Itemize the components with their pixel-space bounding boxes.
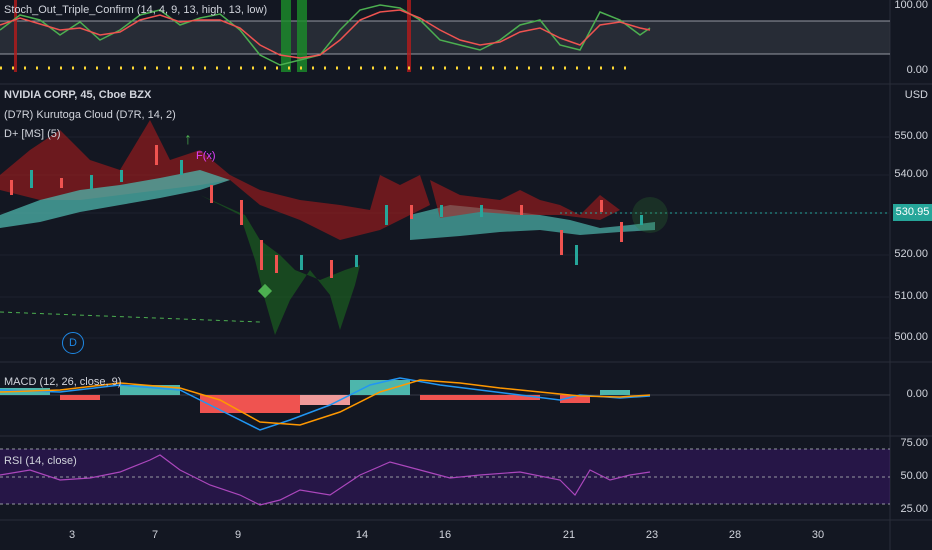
- stoch-band: [0, 21, 890, 54]
- cloud-up-right: [410, 205, 655, 240]
- cloud-green-dip: [200, 195, 360, 335]
- stoch-axis-top: 100.00: [894, 0, 928, 11]
- stoch-signal-bar: [14, 0, 17, 72]
- stoch-d-line: [0, 9, 651, 59]
- price-axis-500: 500.00: [894, 331, 928, 343]
- stoch-axis-bottom: 0.00: [906, 64, 928, 76]
- cloud-up-band: [0, 170, 230, 228]
- indicator-dplus[interactable]: D+ [MS] (5): [4, 128, 61, 140]
- date-label: 3: [68, 529, 76, 541]
- date-label: 21: [562, 529, 576, 541]
- highlight-circle: [632, 197, 668, 233]
- trend-line[interactable]: [0, 311, 261, 323]
- macd-line: [0, 377, 651, 431]
- macd-signal-line: [0, 379, 651, 426]
- stoch-signal-bar: [297, 0, 307, 72]
- stoch-label: Stoch_Out_Triple_Confirm (14, 4, 9, 13, …: [4, 4, 268, 16]
- macd-axis-zero: 0.00: [906, 388, 928, 400]
- d-marker[interactable]: D: [62, 332, 84, 354]
- macd-label: MACD (12, 26, close, 9): [4, 376, 122, 388]
- rsi-label: RSI (14, close): [4, 455, 77, 467]
- rsi-axis-75: 75.00: [900, 437, 928, 449]
- currency-label: USD: [904, 89, 928, 101]
- rsi-axis-50: 50.00: [900, 470, 928, 482]
- rsi-line: [0, 454, 651, 506]
- date-label: 9: [234, 529, 242, 541]
- date-label: 14: [355, 529, 369, 541]
- last-price-tag: 530.95: [893, 204, 932, 221]
- price-axis-550: 550.00: [894, 130, 928, 142]
- date-label: 7: [151, 529, 159, 541]
- date-label: 28: [728, 529, 742, 541]
- stoch-signal-bar: [407, 0, 411, 72]
- price-axis-520: 520.00: [894, 248, 928, 260]
- fx-label: F(x): [196, 150, 216, 162]
- price-axis-540: 540.00: [894, 168, 928, 180]
- symbol-title: NVIDIA CORP, 45, Cboe BZX: [4, 89, 152, 101]
- date-label: 16: [438, 529, 452, 541]
- diamond-marker: [257, 283, 273, 299]
- rsi-axis-25: 25.00: [900, 503, 928, 515]
- date-label: 30: [811, 529, 825, 541]
- up-arrow-icon: ↑: [184, 131, 192, 148]
- price-axis-510: 510.00: [894, 290, 928, 302]
- candles: [10, 145, 643, 278]
- date-label: 23: [645, 529, 659, 541]
- stoch-signal-bar: [281, 0, 291, 72]
- indicator-kurutoga[interactable]: (D7R) Kurutoga Cloud (D7R, 14, 2): [4, 109, 176, 121]
- cloud-down-right: [430, 180, 620, 220]
